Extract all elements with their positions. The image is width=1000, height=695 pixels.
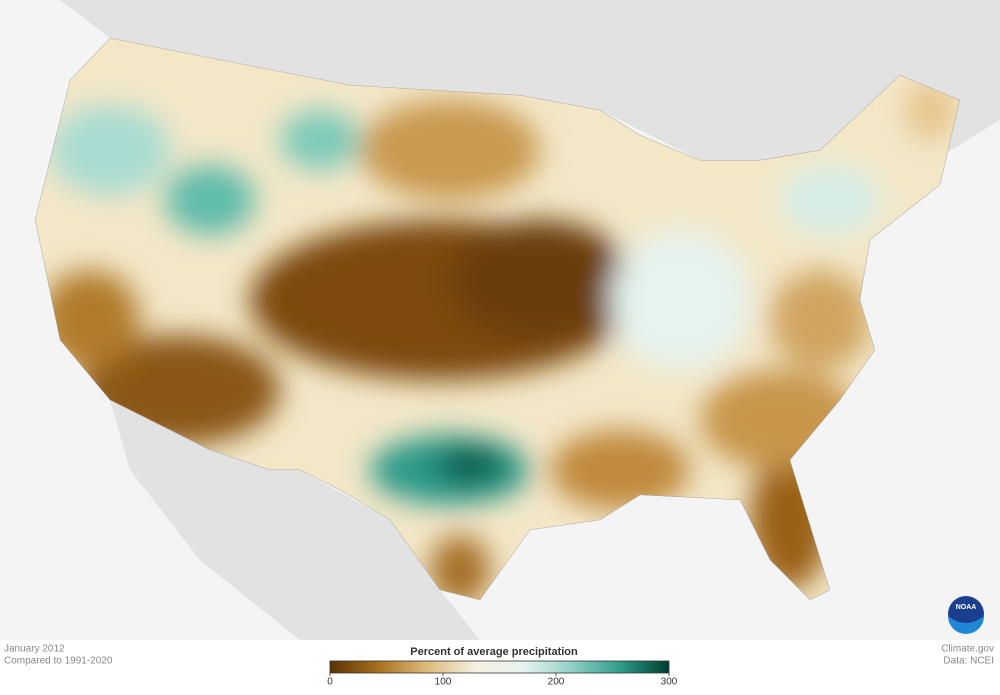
precipitation-field [35,38,960,600]
noaa-logo-text: NOAA [956,604,977,611]
colorbar-tick-label: 200 [548,677,565,688]
source-label: Data: NCEI [943,656,994,667]
colorbar-tick-label: 0 [327,677,333,688]
baseline-label: Compared to 1991-2020 [4,656,113,667]
colorbar-tick-label: 100 [435,677,452,688]
colorbar-tick-label: 300 [661,677,678,688]
mexico [110,400,480,640]
date-label: January 2012 [4,644,65,655]
colorbar-title: Percent of average precipitation [410,646,578,658]
noaa-logo-wave [948,616,984,634]
colorbar [329,660,670,674]
credit-label: Climate.gov [941,644,994,655]
